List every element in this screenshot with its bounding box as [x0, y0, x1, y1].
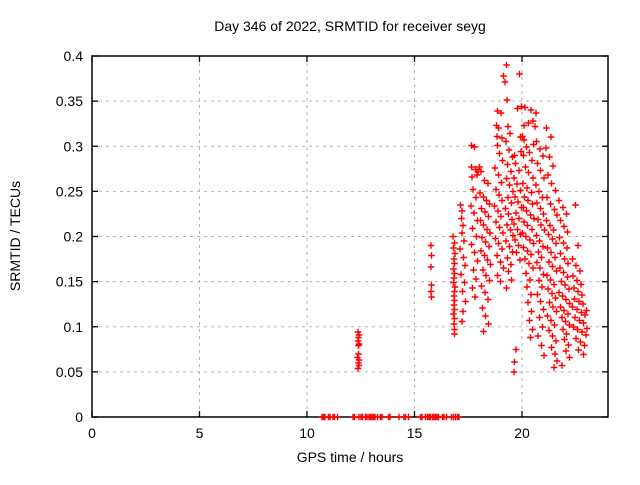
y-tick-label: 0.2 [64, 229, 84, 245]
x-tick-label: 10 [299, 425, 315, 441]
y-tick-label: 0.3 [64, 138, 84, 154]
x-tick-labels: 0 5 10 15 20 [88, 425, 530, 441]
grid-lines [92, 56, 608, 417]
x-tick-label: 15 [407, 425, 423, 441]
scatter-markers [318, 61, 591, 421]
chart-title: Day 346 of 2022, SRMTID for receiver sey… [214, 18, 486, 34]
y-tick-label: 0.05 [56, 364, 83, 380]
x-tick-label: 5 [196, 425, 204, 441]
y-tick-labels: 0 0.05 0.1 0.15 0.2 0.25 0.3 0.35 0.4 [56, 48, 83, 425]
y-tick-label: 0.35 [56, 93, 83, 109]
y-tick-label: 0.15 [56, 274, 83, 290]
x-tick-label: 0 [88, 425, 96, 441]
y-tick-label: 0.4 [64, 48, 84, 64]
y-axis-label: SRMTID / TECUs [7, 181, 23, 291]
x-axis-label: GPS time / hours [297, 449, 404, 465]
y-tick-label: 0.1 [64, 319, 84, 335]
x-tick-label: 20 [514, 425, 530, 441]
y-tick-label: 0 [75, 409, 83, 425]
data-points [318, 61, 591, 421]
y-tick-label: 0.25 [56, 183, 83, 199]
